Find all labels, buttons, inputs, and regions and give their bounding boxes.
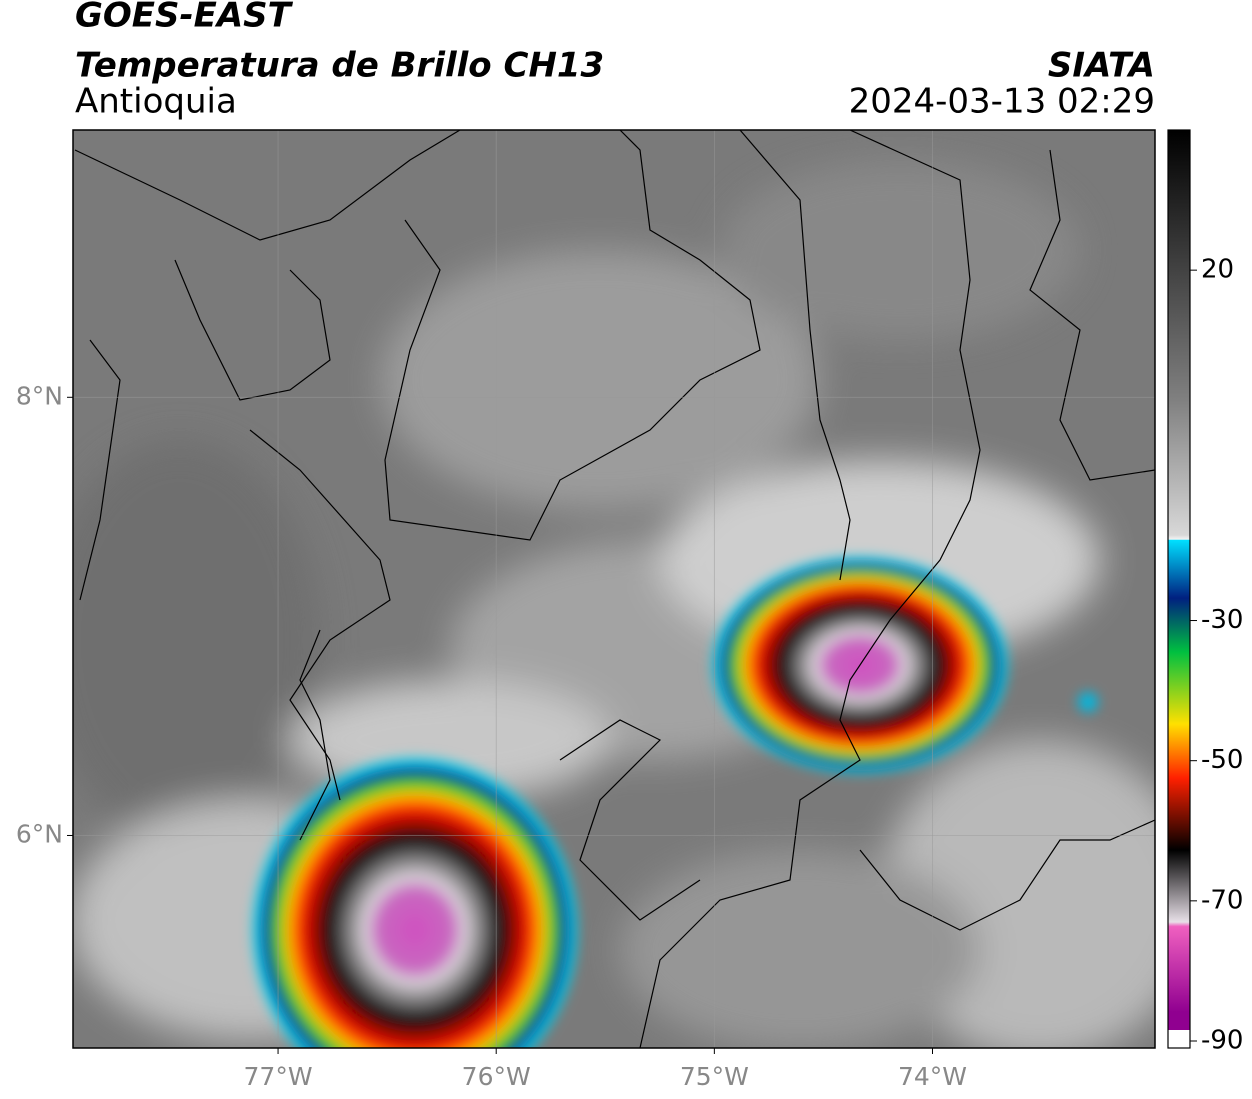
map-frame [72, 129, 1156, 1049]
x-tick-label: 77°W [244, 1062, 313, 1091]
colorbar-tick-label: -90 [1201, 1025, 1243, 1055]
x-tick-label: 75°W [680, 1062, 749, 1091]
y-tick-label: 8°N [16, 381, 63, 410]
colorbar-under [1168, 1030, 1190, 1048]
y-tick-label: 6°N [16, 819, 63, 848]
imagery [73, 130, 1155, 1048]
datetime: 2024-03-13 02:29 [849, 82, 1155, 122]
colorbar-tick-label: -30 [1201, 605, 1243, 635]
colorbar-tick-label: -70 [1201, 885, 1243, 915]
colorbar [1168, 130, 1190, 1030]
colorbar-tick-label: 20 [1201, 255, 1234, 285]
x-tick-label: 74°W [898, 1062, 967, 1091]
subtitle: Temperatura de Brillo CH13 [75, 46, 604, 86]
title: GOES-EAST [75, 0, 294, 36]
source: SIATA [1048, 46, 1155, 86]
colorbar-frame [1167, 129, 1191, 1049]
x-tick-label: 76°W [462, 1062, 531, 1091]
region: Antioquia [75, 82, 237, 122]
colorbar-tick-label: -50 [1201, 745, 1243, 775]
